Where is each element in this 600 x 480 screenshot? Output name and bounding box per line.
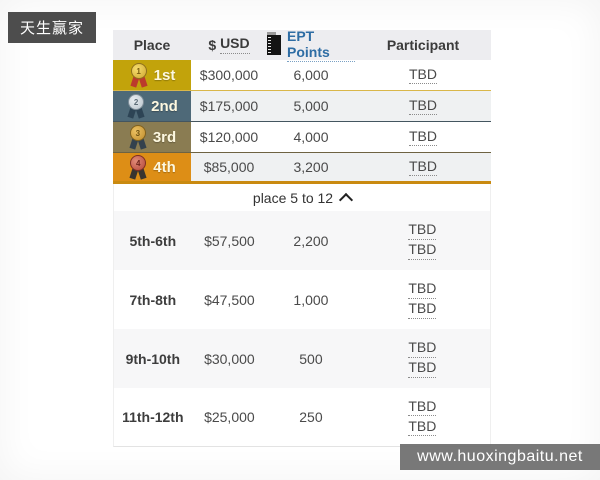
usd-value: $25,000 [204, 409, 255, 425]
collapse-label: place 5 to 12 [252, 189, 334, 206]
participant-value: TBD [408, 221, 437, 240]
place-cell-2nd: 2 2nd [113, 91, 191, 121]
table-row-7th-8th: 7th-8th $47,500 1,000 TBD TBD [113, 270, 491, 329]
table-row-11th-12th: 11th-12th $25,000 250 TBD TBD [113, 388, 491, 447]
col-header-participant: Participant [386, 37, 460, 53]
gold-medal-icon: 1 [129, 63, 149, 88]
points-value: 2,200 [293, 232, 329, 249]
place-cell-4th: 4 4th [113, 153, 191, 181]
table-row-2nd: 2 2nd $175,000 5,000 TBD [113, 91, 491, 122]
place-value: 7th-8th [129, 291, 177, 308]
participant-value: TBD [409, 97, 437, 116]
place-value: 5th-6th [129, 232, 177, 249]
points-value: 250 [299, 409, 323, 425]
table-row-4th: 4 4th $85,000 3,200 TBD [113, 153, 491, 184]
usd-value: $85,000 [203, 159, 255, 175]
table-header-row: Place $ USD EPT Points Participant [113, 28, 491, 62]
participant-value: TBD [409, 66, 437, 85]
place-cell-3rd: 3 3rd [113, 122, 191, 152]
col-header-place: Place [133, 37, 171, 53]
usd-value: $57,500 [204, 232, 255, 249]
place-cell-1st: 1 1st [113, 60, 191, 90]
table-row-3rd: 3 3rd $120,000 4,000 TBD [113, 122, 491, 153]
participant-value: TBD [408, 241, 437, 261]
participant-value: TBD [408, 339, 437, 358]
participant-value: TBD [408, 359, 437, 379]
participant-value: TBD [408, 418, 437, 437]
points-value: 5,000 [293, 98, 329, 114]
points-value: 1,000 [293, 291, 329, 308]
usd-value: $175,000 [199, 98, 259, 114]
usd-value: $30,000 [204, 350, 255, 367]
usd-prefix: $ [208, 37, 217, 53]
site-watermark: www.huoxingbaitu.net [400, 444, 600, 470]
points-value: 500 [299, 350, 323, 367]
participant-value: TBD [409, 128, 437, 147]
bronze-medal-icon: 3 [128, 125, 148, 150]
table-row-1st: 1 1st $300,000 6,000 TBD [113, 60, 491, 91]
place-value: 9th-10th [125, 350, 181, 367]
points-value: 6,000 [293, 67, 329, 83]
participant-value: TBD [408, 280, 437, 299]
points-value: 4,000 [293, 129, 329, 145]
collapse-toggle[interactable]: place 5 to 12 [113, 184, 491, 211]
col-header-ept-points[interactable]: EPT Points [267, 28, 355, 62]
participant-value: TBD [408, 300, 437, 320]
col-header-usd[interactable]: $ USD [191, 30, 267, 60]
usd-value: $47,500 [204, 291, 255, 308]
usd-value: $120,000 [199, 129, 259, 145]
table-row-9th-10th: 9th-10th $30,000 500 TBD TBD [113, 329, 491, 388]
participant-value: TBD [408, 398, 437, 417]
table-row-5th-6th: 5th-6th $57,500 2,200 TBD TBD [113, 211, 491, 270]
usd-abbr[interactable]: USD [220, 35, 250, 54]
points-value: 3,200 [293, 159, 329, 175]
chevron-up-icon [339, 192, 354, 207]
ept-logo-icon [267, 32, 281, 55]
channel-badge: 天生赢家 [8, 12, 97, 43]
red-medal-icon: 4 [128, 155, 148, 180]
payout-table: Place $ USD EPT Points Participant 1 1st… [113, 28, 491, 447]
participant-value: TBD [409, 158, 437, 177]
silver-medal-icon: 2 [126, 94, 146, 119]
place-value: 11th-12th [122, 409, 184, 425]
ept-points-link[interactable]: EPT Points [287, 28, 355, 62]
usd-value: $300,000 [199, 67, 259, 83]
